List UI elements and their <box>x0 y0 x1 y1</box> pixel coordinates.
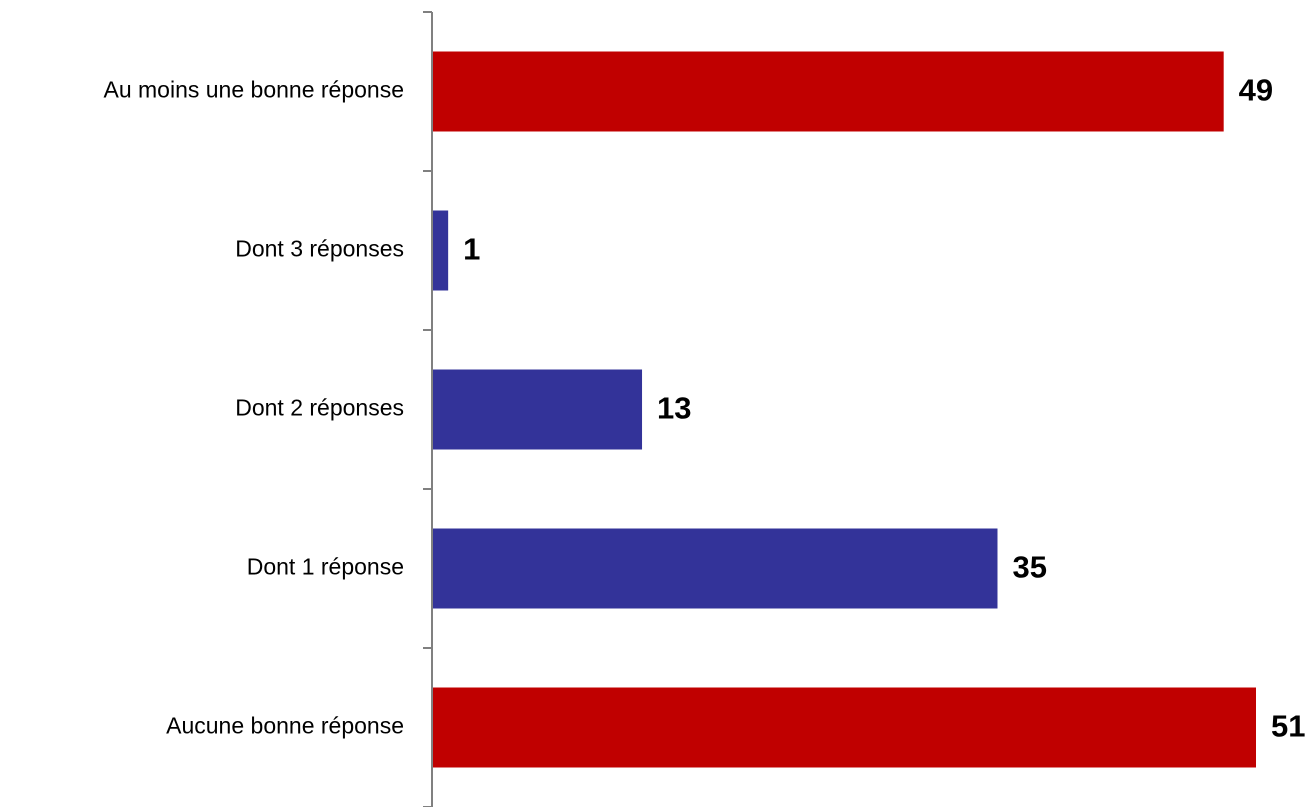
category-label-1: Au moins une bonne réponse <box>104 77 405 103</box>
value-label-4: 35 <box>1012 550 1046 585</box>
value-label-2: 1 <box>463 232 480 267</box>
bars-group <box>432 51 1256 768</box>
category-label-4: Dont 1 réponse <box>247 554 404 580</box>
bar-1 <box>432 51 1224 132</box>
category-label-3: Dont 2 réponses <box>235 395 404 421</box>
bar-4 <box>432 528 998 609</box>
value-label-3: 13 <box>657 391 691 426</box>
category-axis <box>423 11 433 807</box>
bar-5 <box>432 687 1256 768</box>
value-label-5: 51 <box>1271 709 1305 744</box>
value-label-1: 49 <box>1239 73 1273 108</box>
category-labels-group: Au moins une bonne réponse Dont 3 réponse… <box>104 77 405 739</box>
bar-2 <box>432 210 449 291</box>
category-label-5: Aucune bonne réponse <box>166 713 404 739</box>
category-label-2: Dont 3 réponses <box>235 236 404 262</box>
value-labels-group: 49 1 13 35 51 <box>463 73 1305 744</box>
bar-3 <box>432 369 643 450</box>
